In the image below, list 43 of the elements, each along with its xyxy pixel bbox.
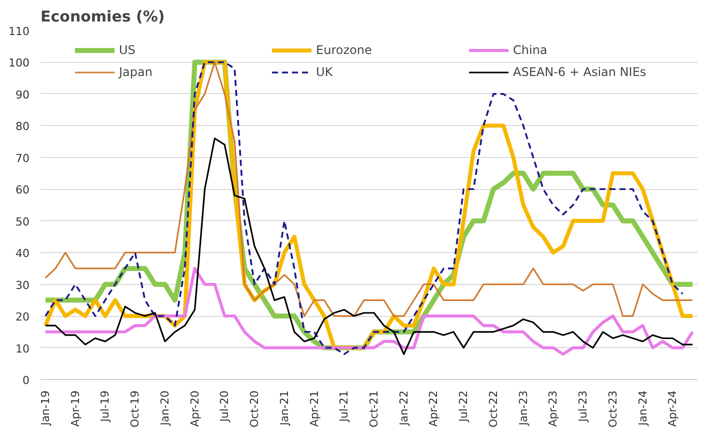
x-tick-label: Apr-19 [68, 390, 82, 427]
y-tick-label: 90 [16, 88, 30, 102]
y-tick-label: 10 [16, 342, 30, 356]
x-tick-label: Jan-22 [397, 390, 410, 426]
x-tick-label: Apr-22 [427, 390, 440, 427]
x-tick-label: Apr-24 [666, 390, 680, 427]
x-tick-label: Apr-21 [308, 390, 321, 427]
x-tick-label: Apr-20 [188, 390, 202, 427]
legend-label: Eurozone [316, 43, 373, 57]
line-series [44, 138, 694, 355]
chart-title: Economies (%) [40, 8, 165, 26]
y-tick-label: 100 [8, 56, 30, 70]
y-tick-label: 30 [16, 278, 30, 292]
y-tick-label: 70 [16, 152, 30, 165]
x-tick-label: Apr-23 [546, 390, 560, 427]
y-tick-label: 80 [16, 120, 30, 134]
x-tick-label: Jan-21 [278, 390, 291, 426]
y-tick-label: 0 [22, 374, 30, 387]
x-tick-label: Jan-23 [516, 390, 530, 426]
x-tick-label: Jan-19 [38, 390, 52, 426]
x-tick-label: Jul-23 [576, 390, 590, 423]
y-tick-label: 60 [16, 184, 30, 197]
x-tick-label: Jul-21 [338, 390, 351, 423]
x-tick-label: Oct-19 [128, 390, 142, 428]
y-tick-label: 50 [16, 215, 30, 228]
legend-label: UK [316, 65, 334, 79]
legend-label: US [119, 43, 136, 57]
legend-label: China [513, 43, 548, 57]
legend-label: ASEAN-6 + Asian NIEs [513, 65, 648, 79]
x-tick-label: Jul-22 [457, 390, 470, 423]
x-tick-label: Jan-20 [158, 390, 172, 426]
y-tick-label: 110 [8, 25, 30, 38]
x-tick-label: Jan-24 [636, 390, 650, 426]
line-series [44, 266, 694, 356]
x-tick-label: Oct-21 [367, 390, 380, 428]
x-tick-label: Oct-20 [248, 390, 262, 428]
y-tick-label: 20 [16, 310, 30, 324]
x-tick-label: Jul-20 [218, 390, 232, 423]
legend-label: Japan [119, 65, 154, 79]
x-tick-label: Oct-23 [606, 390, 620, 428]
x-tick-label: Oct-22 [486, 390, 500, 428]
y-tick-label: 40 [16, 247, 30, 260]
x-tick-label: Jul-19 [98, 390, 112, 423]
